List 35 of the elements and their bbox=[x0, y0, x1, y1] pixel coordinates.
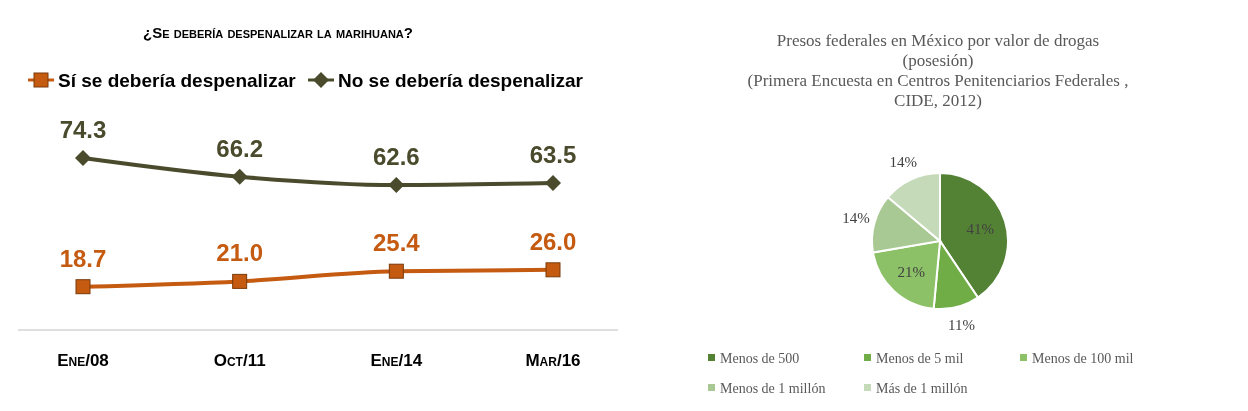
data-label: 21% bbox=[897, 263, 926, 280]
data-label: 21.0 bbox=[216, 239, 264, 267]
point bbox=[545, 262, 561, 278]
legend-label: Menos de 500 bbox=[720, 351, 800, 366]
point bbox=[232, 273, 248, 289]
x-tick-label: Ene/08 bbox=[57, 351, 109, 370]
data-label: 26.0 bbox=[529, 227, 577, 255]
point bbox=[388, 177, 405, 194]
legend-label: Sí se debería despenalizar bbox=[58, 70, 297, 91]
data-label: 11% bbox=[947, 317, 975, 334]
chart-title: Presos federales en México por valor de drogas (posesión) bbox=[776, 31, 1100, 70]
data-label: 25.4 bbox=[372, 229, 421, 257]
legend-label: Menos de 100 mil bbox=[1032, 351, 1134, 366]
data-label: 74.3 bbox=[59, 116, 107, 143]
data-label: 14% bbox=[842, 210, 870, 227]
x-tick-label: Mar/16 bbox=[525, 351, 581, 370]
point bbox=[231, 168, 248, 185]
point bbox=[75, 150, 91, 166]
legend-label: Menos de 5 mil bbox=[876, 351, 964, 366]
data-label: 63.5 bbox=[529, 141, 577, 168]
data-label: 41% bbox=[966, 220, 995, 237]
x-tick-label: Oct/11 bbox=[213, 351, 266, 370]
x-tick-label: Ene/14 bbox=[370, 351, 423, 370]
data-label: 62.6 bbox=[372, 143, 420, 171]
point bbox=[388, 263, 404, 279]
legend-label: Más de 1 millón bbox=[876, 381, 968, 396]
chart-subtitle: (Primera Encuesta en Centros Penitenciarios Federales , CIDE, 2012) bbox=[747, 71, 1129, 110]
legend-label: Menos de 1 millón bbox=[720, 381, 826, 396]
data-label: 14% bbox=[889, 154, 918, 171]
point bbox=[75, 279, 91, 295]
data-label: 18.7 bbox=[59, 244, 107, 272]
point bbox=[545, 175, 561, 191]
data-label: 66.2 bbox=[216, 134, 264, 162]
chart-title: ¿Se debería despenalizar la marihuana? bbox=[143, 24, 413, 41]
legend-label: No se debería despenalizar bbox=[338, 70, 584, 91]
